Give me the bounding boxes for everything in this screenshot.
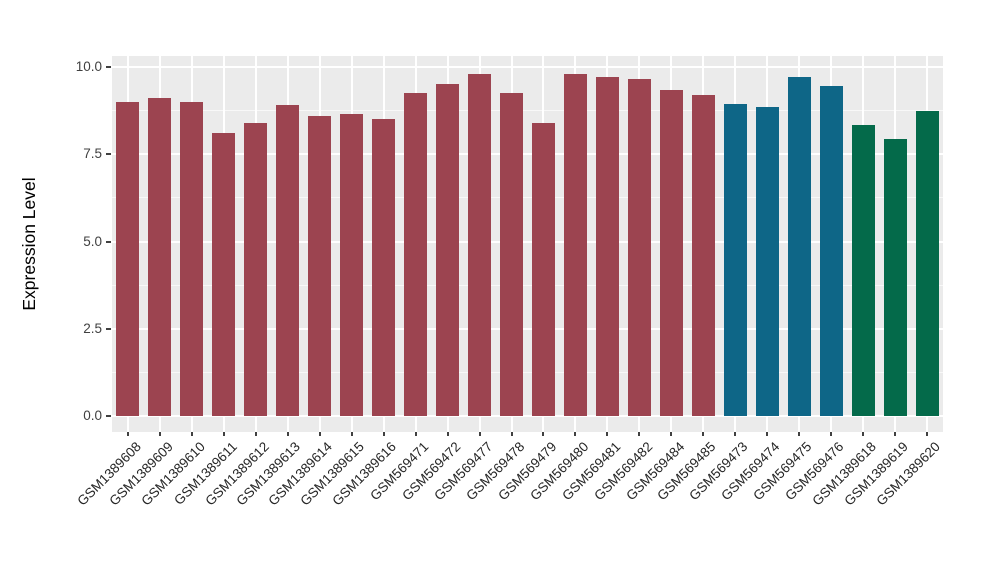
bar-GSM569477	[468, 73, 492, 416]
bar-GSM569484	[659, 89, 683, 416]
bar-GSM1389615	[340, 114, 364, 416]
bar-GSM569481	[595, 77, 619, 416]
bar-GSM569480	[563, 73, 587, 416]
bar-GSM1389619	[883, 138, 907, 416]
bar-GSM569476	[819, 86, 843, 416]
x-tick-mark	[542, 432, 545, 436]
x-tick-mark	[638, 432, 641, 436]
x-tick-mark	[254, 432, 257, 436]
y-gridline-major	[112, 415, 943, 417]
bar-GSM569475	[787, 77, 811, 416]
y-tick-label: 10.0	[75, 59, 102, 74]
bar-GSM1389612	[244, 122, 268, 416]
x-tick-mark	[574, 432, 577, 436]
y-gridline-major	[112, 327, 943, 330]
y-tick-mark	[106, 415, 111, 417]
bar-GSM569478	[500, 93, 524, 416]
bar-GSM1389611	[212, 133, 236, 416]
x-tick-mark	[670, 432, 673, 436]
y-tick-mark	[106, 240, 111, 243]
x-tick-mark	[158, 432, 161, 436]
bar-GSM569474	[755, 107, 779, 416]
y-gridline-minor	[112, 197, 943, 199]
x-tick-mark	[350, 432, 353, 436]
y-gridline-minor	[112, 371, 943, 373]
x-tick-mark	[478, 432, 481, 436]
y-tick-mark	[106, 327, 111, 330]
y-tick-label: 7.5	[83, 146, 102, 162]
bar-GSM1389616	[372, 119, 396, 416]
y-gridline-minor	[112, 110, 943, 112]
x-tick-mark	[862, 432, 865, 436]
x-tick-mark	[126, 432, 129, 436]
x-tick-mark	[606, 432, 609, 436]
bar-GSM569479	[531, 122, 555, 416]
x-tick-mark	[734, 432, 737, 436]
y-gridline-major	[112, 153, 943, 156]
x-tick-mark	[382, 432, 385, 436]
bar-GSM1389618	[851, 124, 875, 416]
x-tick-mark	[318, 432, 321, 436]
y-tick-label: 2.5	[83, 320, 102, 336]
y-gridline-minor	[112, 284, 943, 286]
x-tick-mark	[830, 432, 833, 436]
x-tick-mark	[414, 432, 417, 436]
bar-GSM1389610	[180, 101, 204, 416]
x-tick-mark	[766, 432, 769, 436]
x-tick-mark	[286, 432, 289, 436]
x-tick-mark	[510, 432, 513, 436]
x-tick-mark	[446, 432, 449, 436]
y-axis-title: Expression Level	[19, 177, 39, 311]
x-tick-mark	[798, 432, 801, 436]
bar-GSM1389613	[276, 105, 300, 416]
bar-GSM1389609	[148, 98, 172, 416]
plot-panel	[112, 56, 943, 432]
y-tick-mark	[106, 66, 111, 68]
y-tick-mark	[106, 153, 111, 156]
bar-GSM569472	[436, 84, 460, 416]
x-tick-mark	[702, 432, 705, 436]
bar-GSM569482	[627, 79, 651, 416]
x-tick-mark	[926, 432, 929, 436]
bar-GSM1389620	[915, 110, 939, 416]
y-tick-label: 0.0	[83, 408, 102, 423]
x-tick-mark	[190, 432, 193, 436]
bar-GSM1389608	[116, 101, 140, 416]
x-tick-mark	[222, 432, 225, 436]
x-tick-mark	[894, 432, 897, 436]
bar-GSM569473	[723, 103, 747, 416]
bar-GSM569485	[691, 94, 715, 416]
bar-GSM1389614	[308, 115, 332, 416]
y-tick-label: 5.0	[83, 233, 102, 249]
y-gridline-major	[112, 240, 943, 243]
y-gridline-major	[112, 66, 943, 68]
bar-GSM569471	[404, 93, 428, 416]
